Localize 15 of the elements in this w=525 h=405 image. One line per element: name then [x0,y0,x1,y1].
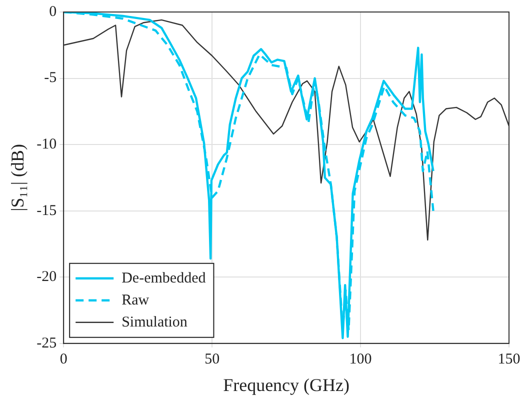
y-axis-title: |S₁₁| (dB) [8,144,28,212]
y-tick-label: -5 [44,70,57,86]
y-tick-label: -25 [36,335,57,352]
legend-label: Raw [122,292,150,308]
y-tick-label: -10 [36,136,57,152]
x-tick-label: 100 [349,351,372,368]
x-tick-label: 150 [498,351,520,368]
x-axis-title: Frequency (GHz) [223,374,350,395]
y-tick-label: -20 [36,269,57,286]
y-tick-label: 0 [49,4,57,20]
x-tick-label: 0 [60,351,68,368]
legend-label: Simulation [122,314,188,330]
x-tick-label: 50 [204,351,220,368]
y-tick-label: -15 [36,202,57,219]
legend-label: De-embedded [122,270,206,286]
